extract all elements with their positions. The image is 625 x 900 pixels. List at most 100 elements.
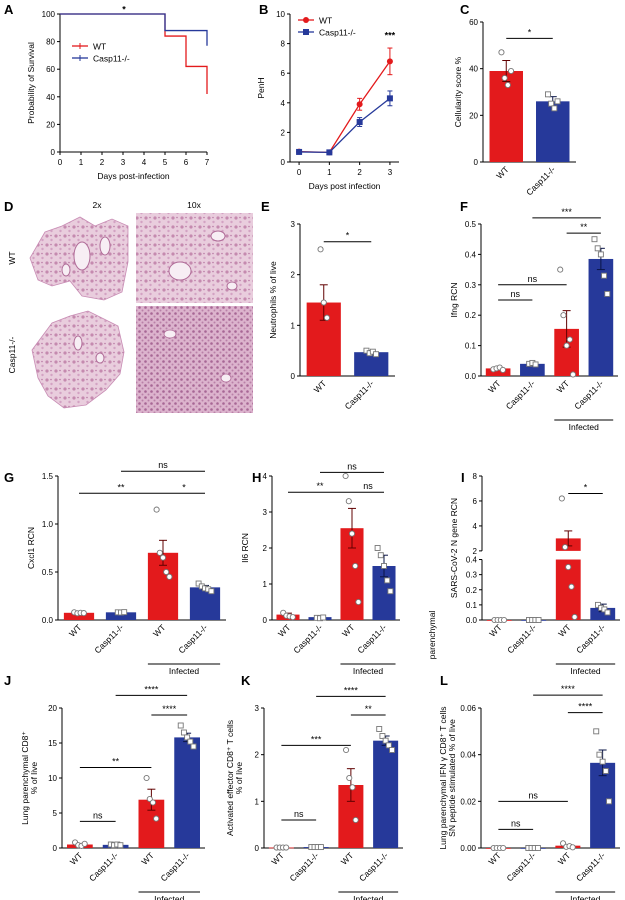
x-tick-label-WT: WT [555, 378, 571, 394]
data-point [504, 81, 511, 89]
data-point [208, 588, 215, 595]
data-point [545, 91, 551, 98]
data-point-Casp11-/- [326, 149, 333, 156]
infected-group-label: Infected [569, 422, 600, 432]
y-tick-label: 0.1 [466, 601, 478, 610]
data-point [560, 312, 567, 319]
data-point [606, 798, 612, 805]
x-tick-label: 6 [184, 158, 189, 167]
x-tick-label: 3 [388, 168, 393, 177]
y-axis-label: PenH [256, 77, 266, 98]
x-tick-label: 7 [205, 158, 210, 167]
x-tick-label-WT: WT [486, 378, 502, 394]
airway [226, 281, 238, 291]
data-point [591, 236, 598, 243]
data-point [558, 495, 565, 502]
y-tick-label: 1.0 [42, 520, 54, 529]
y-tick-label: 40 [469, 65, 478, 74]
y-tick-label: 20 [48, 704, 57, 713]
y-tick-label: 1.5 [42, 472, 54, 481]
y-tick-label: 20 [469, 111, 478, 120]
x-tick-label-Casp11-/-: Casp11-/- [572, 378, 605, 411]
panel-D: D 2x 10x WT Casp11-/- [4, 199, 253, 413]
x-tick-label: 1 [327, 168, 332, 177]
y-axis-label: Il6 RCN [240, 533, 250, 563]
data-point-Casp11-/- [296, 148, 303, 155]
bar-Casp11-/- [174, 737, 200, 848]
y-tick-label: 20 [46, 120, 55, 129]
x-tick-label-Casp11-/-: Casp11-/- [574, 850, 607, 883]
y-tick-label: 3 [291, 220, 296, 229]
y-tick-label: 2 [473, 547, 478, 556]
y-axis-label: Activated effector CD8⁺ T cells [225, 720, 235, 836]
data-point [569, 371, 577, 378]
y-tick-label: 0 [255, 844, 260, 853]
infected-group-label: Infected [353, 666, 384, 676]
y-tick-label: 6 [473, 497, 478, 506]
significance-label: ns [158, 460, 168, 470]
panel-G: 0.0 0.5 1.0 1.5 G Cxcl1 RCN WT Casp11-/- WT Casp1… [4, 460, 226, 676]
significance-label: **** [578, 702, 593, 712]
data-point [387, 588, 394, 595]
y-tick-label: 3 [263, 508, 268, 517]
panel-label-E: E [261, 199, 270, 214]
x-tick-label-WT: WT [340, 622, 356, 638]
y-tick-label: 0 [281, 158, 286, 167]
x-tick-label: 2 [357, 168, 362, 177]
airway [61, 263, 71, 277]
data-point [500, 616, 508, 624]
significance-label: *** [311, 734, 322, 744]
airway [163, 329, 177, 339]
bar-Casp11-/- [105, 612, 137, 620]
data-point [283, 844, 290, 851]
x-tick-label: 0 [297, 168, 302, 177]
y-tick-label: 0.06 [460, 704, 476, 713]
y-axis-label: Lung parenchymal CD8⁺ [20, 731, 30, 825]
data-point [320, 614, 327, 621]
legend-marker-Casp11-/- [303, 29, 309, 35]
airway [168, 261, 192, 281]
significance-label: *** [561, 207, 572, 217]
data-point [317, 844, 324, 851]
significance-label: **** [144, 684, 159, 694]
y-tick-label: 100 [42, 10, 56, 19]
data-point [384, 577, 391, 584]
y-tick-label: 5 [53, 809, 58, 818]
col-label-2x: 2x [93, 200, 103, 210]
data-point [569, 844, 576, 851]
data-point [166, 573, 173, 580]
significance-label: *** [385, 31, 396, 41]
x-tick-label-Casp11-/-: Casp11-/- [159, 850, 192, 883]
data-point [323, 314, 331, 321]
y-tick-label: 0.5 [465, 220, 477, 229]
x-tick-label-Casp11-/-: Casp11-/- [505, 622, 538, 655]
legend-marker-WT [303, 17, 309, 23]
y-tick-label: 40 [46, 93, 55, 102]
y-tick-label: 0.04 [460, 751, 476, 760]
significance-label: ** [580, 222, 588, 232]
data-point [117, 842, 124, 849]
data-point [81, 840, 88, 847]
data-point [159, 554, 167, 561]
data-point [389, 747, 395, 753]
significance-label: ns [363, 481, 373, 491]
significance-label: * [182, 482, 186, 492]
panel-label-D: D [4, 199, 13, 214]
panel-K: 0 1 2 3 K Activated effector CD8⁺ T cells% of… [225, 673, 403, 900]
data-point [594, 245, 601, 252]
legend-label-WT: WT [93, 42, 106, 52]
x-axis-label: Days post infection [309, 181, 381, 191]
panel-label-I: I [461, 470, 465, 485]
data-point-WT [356, 101, 363, 108]
y-tick-label: 2 [291, 271, 296, 280]
x-tick-label-Casp11-/-: Casp11-/- [524, 164, 557, 197]
significance-label: ns [528, 274, 538, 284]
y-tick-label: 0 [474, 158, 479, 167]
data-point [382, 737, 389, 744]
data-point [355, 598, 362, 606]
y-tick-label: 0.1 [465, 342, 477, 351]
lung-section-10x-casp11 [136, 306, 253, 413]
